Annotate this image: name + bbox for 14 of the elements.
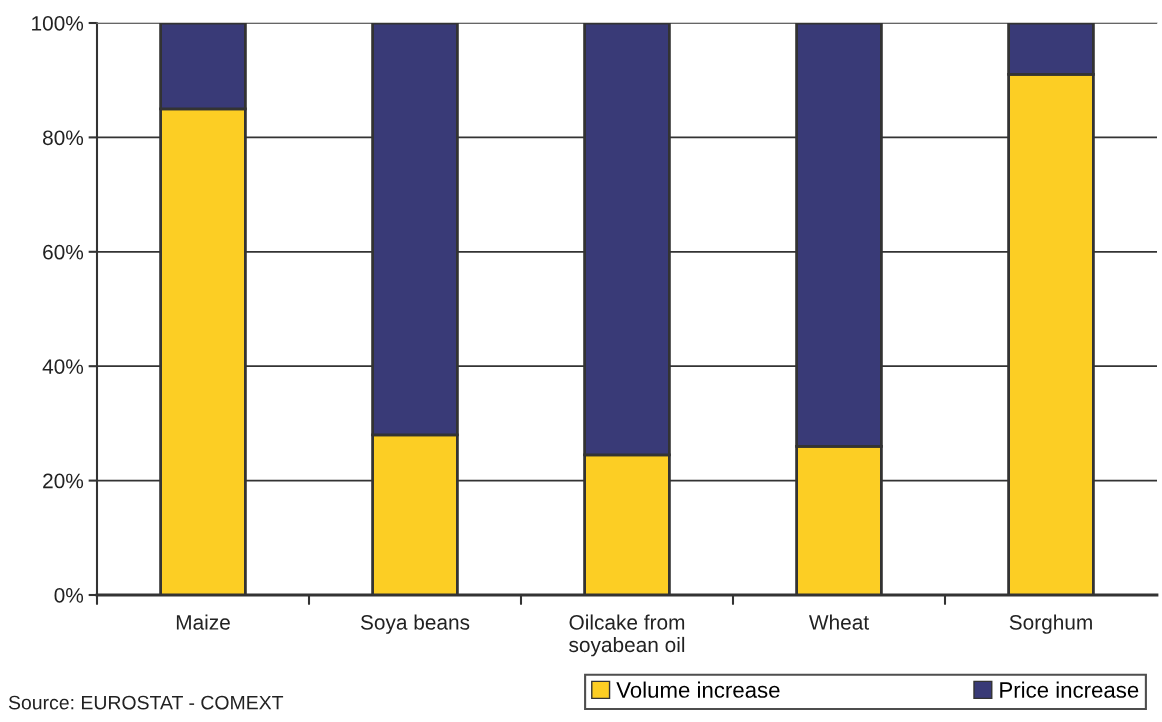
x-tick-label: Wheat — [808, 614, 869, 630]
legend-label: Price increase — [1000, 681, 1139, 698]
x-tick-label: Oilcake from soyabean oil — [569, 614, 685, 657]
x-tick-label: Maize — [176, 614, 230, 630]
y-tick-label: 40% — [42, 359, 84, 374]
source-note: Source: EUROSTAT - COMEXT — [8, 695, 284, 710]
x-tick-label: Soya beans — [360, 614, 470, 634]
y-tick-label: 60% — [43, 244, 84, 260]
y-tick-label: 80% — [43, 130, 84, 146]
y-tick-label: 20% — [43, 473, 84, 489]
x-tick-label: Sorghum — [1009, 614, 1092, 634]
y-tick-label: 100% — [32, 16, 84, 31]
legend-label: Volume increase — [616, 681, 780, 698]
y-tick-label: 0% — [54, 588, 84, 603]
